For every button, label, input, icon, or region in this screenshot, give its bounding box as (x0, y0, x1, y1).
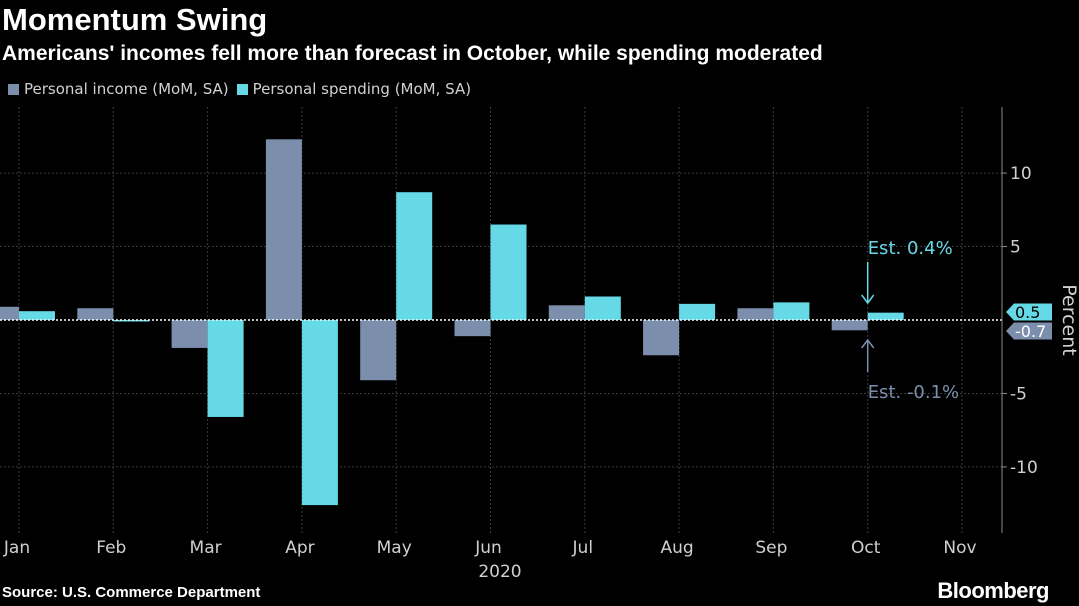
bar-spending-feb (113, 320, 150, 322)
legend-swatch-income (8, 83, 19, 95)
x-tick-label-jul: Jul (572, 538, 594, 558)
chart-title: Momentum Swing (2, 2, 268, 37)
legend-swatch-spending (236, 83, 248, 95)
last-value-label-income: -0.7 (1015, 322, 1046, 341)
bloomberg-logo: Bloomberg (937, 578, 1049, 603)
y-axis-label: Percent (1058, 284, 1079, 356)
bar-income-jan (0, 306, 19, 320)
legend-label-spending: Personal spending (MoM, SA) (252, 80, 472, 98)
annotation-arrow-spending-head (861, 294, 875, 305)
x-tick-label-feb: Feb (96, 538, 126, 558)
x-tick-label-nov: Nov (943, 538, 976, 558)
y-tick-label: -10 (1010, 458, 1038, 478)
bar-income-feb (77, 308, 114, 320)
annotation-spending-estimate: Est. 0.4% (868, 238, 953, 259)
chart-subtitle: Americans' incomes fell more than foreca… (2, 42, 823, 65)
bar-spending-aug (679, 303, 716, 320)
y-tick-label: 10 (1010, 164, 1032, 184)
bar-spending-oct (867, 312, 904, 320)
legend: Personal income (MoM, SA) Personal spend… (8, 80, 479, 98)
y-tick-label: -5 (1010, 384, 1027, 404)
x-tick-label-oct: Oct (851, 538, 881, 558)
bar-income-jun (454, 320, 491, 337)
bar-spending-jun (490, 224, 527, 320)
annotation-arrow-income-head (861, 338, 875, 349)
bar-income-jul (548, 305, 585, 320)
x-tick-label-mar: Mar (190, 538, 222, 558)
bar-spending-sep (773, 302, 810, 320)
x-tick-label-sep: Sep (755, 538, 787, 558)
annotation-income-estimate: Est. -0.1% (868, 382, 959, 403)
x-tick-label-jan: Jan (3, 538, 30, 558)
bar-spending-jan (19, 311, 55, 320)
bar-income-aug (643, 320, 680, 356)
bar-spending-jul (584, 296, 621, 320)
bar-spending-apr (301, 320, 338, 506)
source-note: Source: U.S. Commerce Department (2, 584, 261, 601)
bar-income-sep (737, 308, 774, 320)
bar-income-oct (831, 320, 868, 331)
x-tick-label-aug: Aug (660, 538, 693, 558)
y-tick-label: 5 (1010, 238, 1021, 258)
bar-income-mar (171, 320, 208, 348)
x-year-label: 2020 (478, 562, 521, 582)
x-tick-label-jun: Jun (474, 538, 502, 558)
x-tick-label-apr: Apr (285, 538, 314, 558)
bar-spending-may (396, 192, 433, 320)
last-value-flag-spending (1006, 303, 1052, 321)
x-tick-label-may: May (377, 538, 412, 558)
bar-income-may (360, 320, 397, 381)
legend-item-income: Personal income (MoM, SA) (8, 80, 229, 98)
legend-label-income: Personal income (MoM, SA) (24, 80, 229, 98)
last-value-flag-income (1006, 322, 1052, 340)
last-value-label-spending: 0.5 (1015, 303, 1040, 322)
bar-spending-mar (207, 320, 244, 417)
legend-item-spending: Personal spending (MoM, SA) (236, 80, 472, 98)
bar-income-apr (265, 139, 302, 320)
